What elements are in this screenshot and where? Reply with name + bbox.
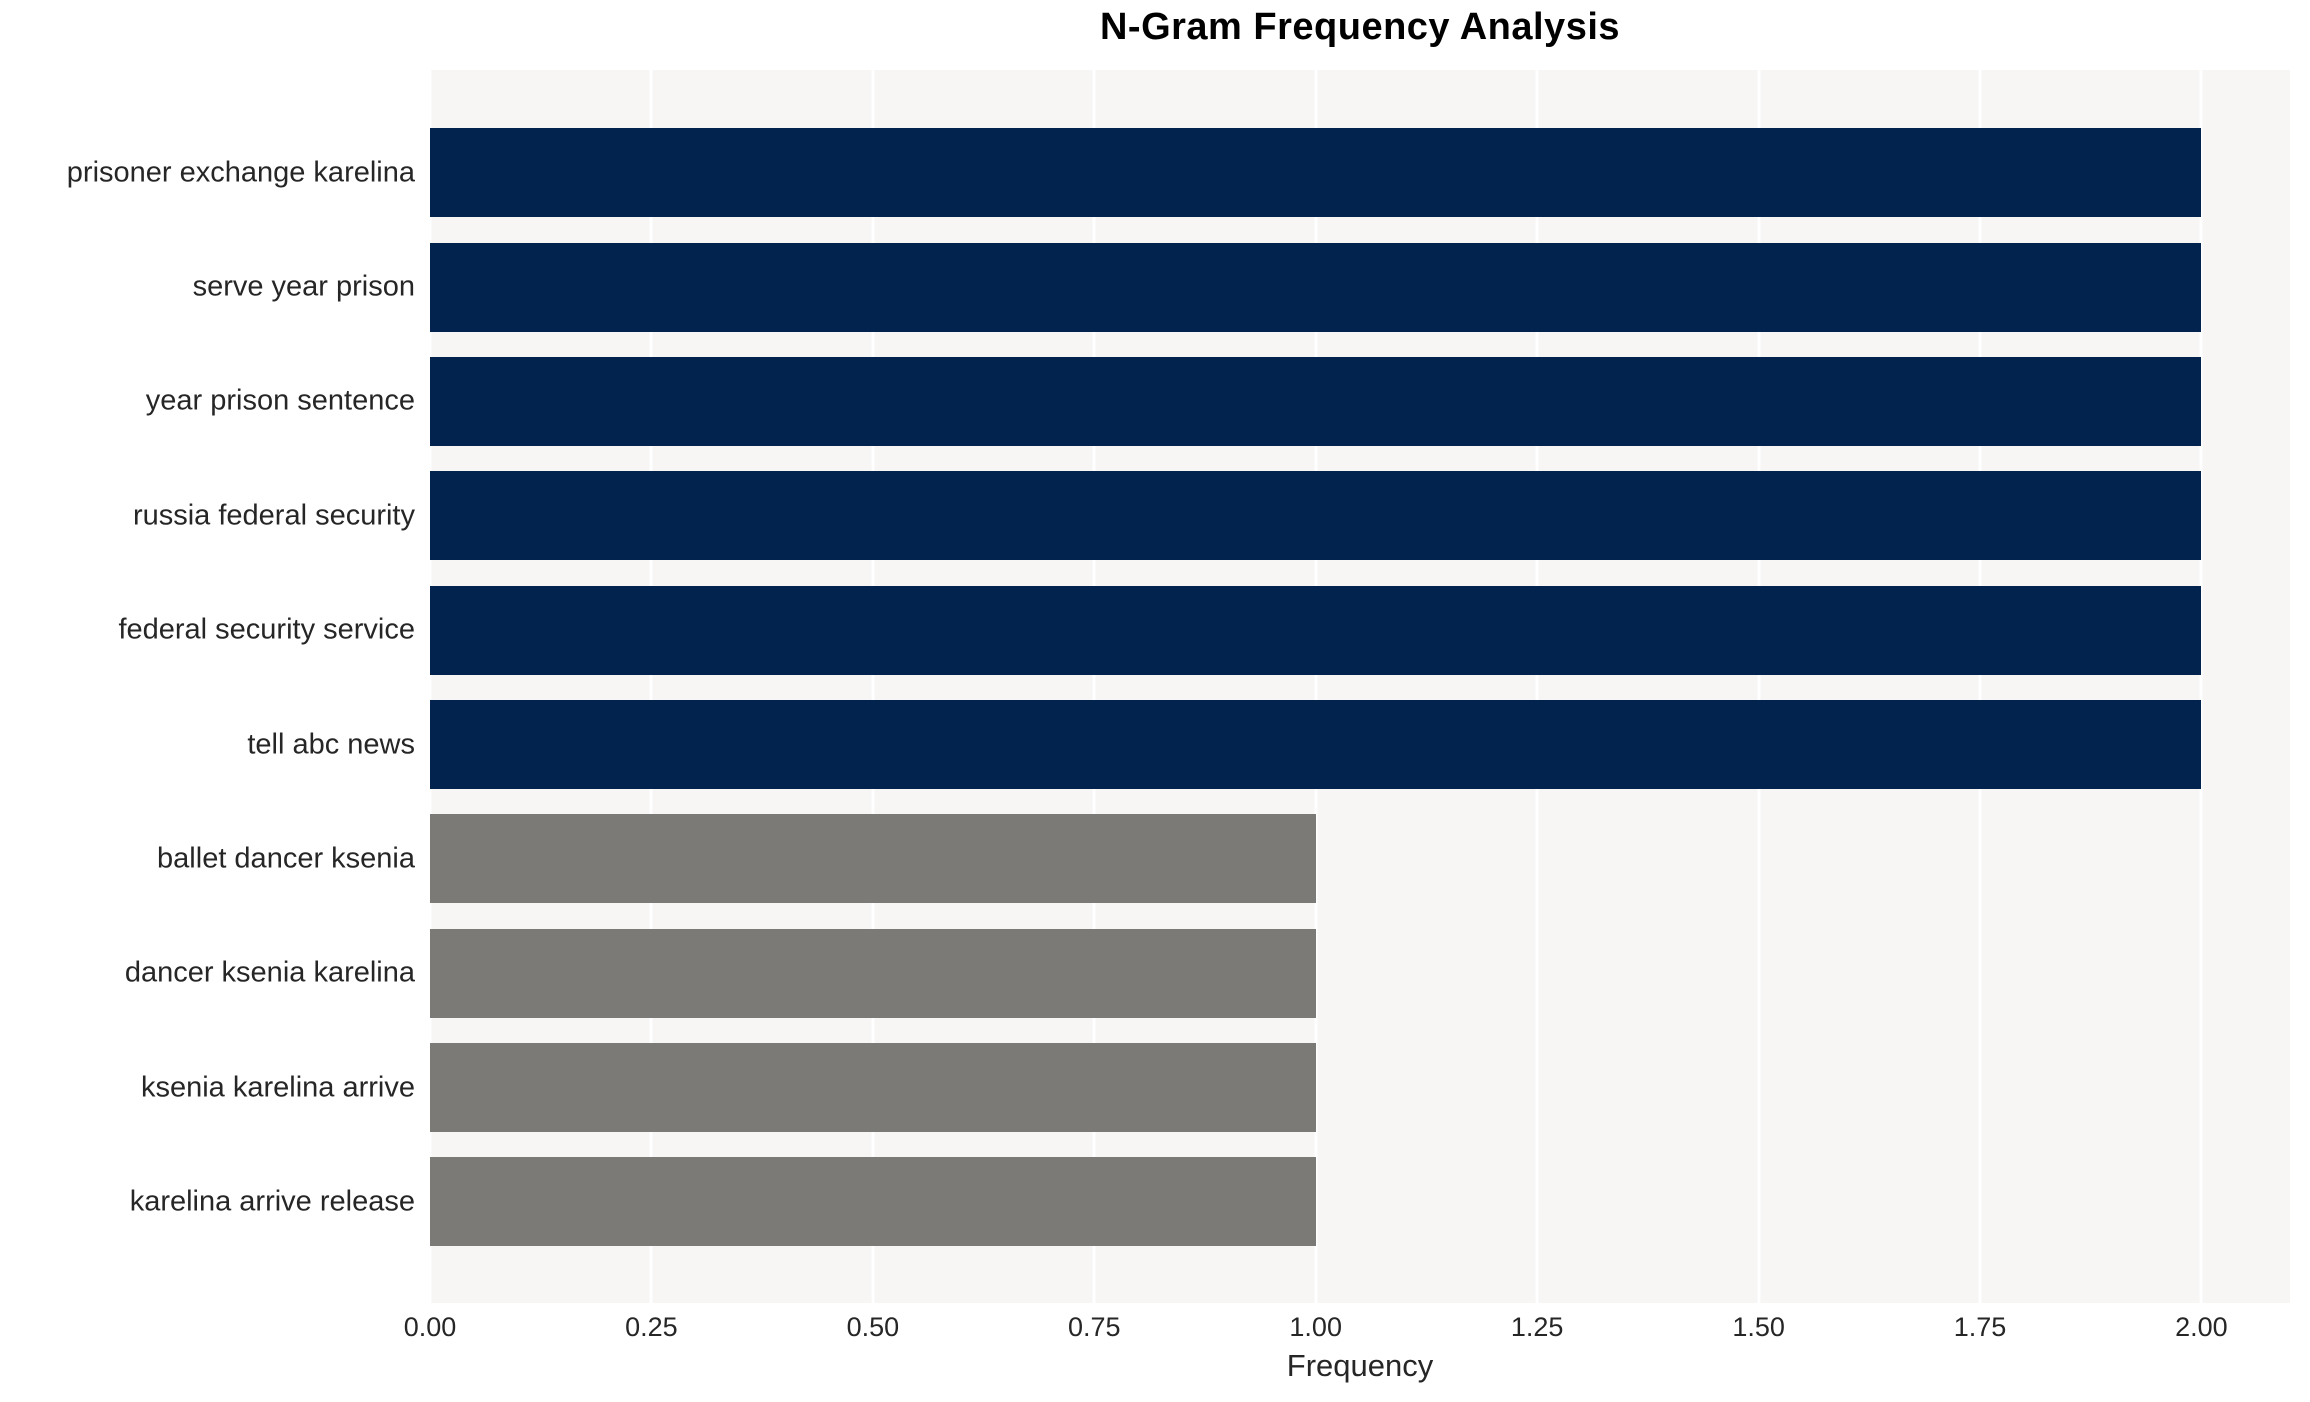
x-tick-label: 0.75 xyxy=(1068,1312,1121,1342)
y-axis-label: dancer ksenia karelina xyxy=(124,956,415,989)
bar-federal-security-service xyxy=(430,585,2202,675)
bar-serve-year-prison xyxy=(430,242,2202,332)
x-tick-label: 0.00 xyxy=(403,1312,457,1342)
gridline-x-0.75 xyxy=(1092,70,1096,1303)
y-axis-label: federal security service xyxy=(118,613,415,646)
y-axis-label: year prison sentence xyxy=(145,384,415,417)
gridline-x-0.00 xyxy=(428,70,432,1303)
bar-russia-federal-security xyxy=(430,471,2202,561)
x-tick-label: 1.25 xyxy=(1510,1312,1564,1342)
gridline-x-0.25 xyxy=(649,70,653,1303)
x-axis-title: Frequency xyxy=(1286,1348,1434,1383)
y-axis-label: karelina arrive release xyxy=(129,1185,415,1218)
plot-area xyxy=(428,70,2290,1303)
x-tick-label: 0.25 xyxy=(625,1312,678,1342)
y-axis-label: ballet dancer ksenia xyxy=(157,842,415,875)
gridline-x-1.75 xyxy=(1978,70,1982,1303)
x-tick-label: 1.75 xyxy=(1953,1312,2007,1342)
y-axis-label: prisoner exchange karelina xyxy=(66,156,415,189)
chart-title: N-Gram Frequency Analysis xyxy=(1099,6,1621,48)
gridline-x-1.00 xyxy=(1314,70,1318,1303)
gridline-x-1.50 xyxy=(1757,70,1761,1303)
x-tick-label: 2.00 xyxy=(2175,1312,2228,1342)
bar-dancer-ksenia-karelina xyxy=(430,928,1316,1018)
bar-ksenia-karelina-arrive xyxy=(430,1043,1316,1133)
y-axis-label: serve year prison xyxy=(192,270,415,303)
bar-prisoner-exchange-karelina xyxy=(430,128,2202,218)
bar-karelina-arrive-release xyxy=(430,1157,1316,1247)
bar-year-prison-sentence xyxy=(430,356,2202,446)
y-axis-label: russia federal security xyxy=(132,499,415,532)
gridline-x-0.50 xyxy=(871,70,875,1303)
bar-tell-abc-news xyxy=(430,700,2202,789)
x-tick-label: 1.50 xyxy=(1732,1312,1785,1342)
bar-ballet-dancer-ksenia xyxy=(430,814,1316,904)
x-tick-label: 0.50 xyxy=(846,1312,900,1342)
gridline-x-2.00 xyxy=(2199,70,2203,1303)
gridline-x-1.25 xyxy=(1535,70,1539,1303)
y-axis-label: tell abc news xyxy=(247,728,415,760)
x-tick-label: 1.00 xyxy=(1289,1312,1342,1342)
y-axis-label: ksenia karelina arrive xyxy=(140,1071,415,1104)
